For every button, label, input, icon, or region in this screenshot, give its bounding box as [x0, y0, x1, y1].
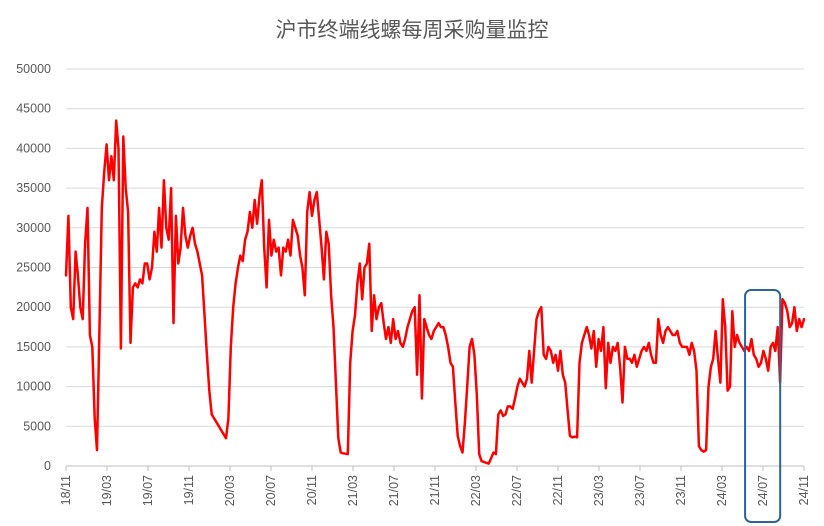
x-tick-label: 23/03 — [592, 475, 606, 506]
x-tick-label: 23/07 — [633, 475, 647, 506]
x-tick-label: 22/07 — [510, 475, 524, 506]
highlight-layer — [744, 289, 782, 523]
y-tick-label: 50000 — [16, 62, 51, 76]
series-layer — [64, 119, 806, 465]
y-tick-label: 30000 — [16, 221, 51, 235]
y-tick-label: 0 — [44, 459, 51, 473]
x-tick-label: 19/07 — [141, 475, 155, 506]
x-tick-label: 24/07 — [756, 475, 770, 506]
x-tick-label: 21/07 — [387, 475, 401, 506]
x-tick-label: 19/11 — [182, 475, 196, 505]
x-tick-label: 22/03 — [469, 475, 483, 506]
x-tick-label: 22/11 — [551, 475, 565, 505]
y-tick-label: 35000 — [16, 181, 51, 195]
x-axis-ticks: 18/11 19/03 19/07 19/11 20/03 20/07 20/11 21/03… — [59, 466, 811, 506]
x-tick-label: 23/11 — [674, 475, 688, 505]
chart-title: 沪市终端线螺每周采购量监控 — [275, 18, 549, 42]
gridlines — [66, 68, 804, 427]
x-tick-label: 24/11 — [797, 475, 811, 505]
y-tick-label: 25000 — [16, 261, 51, 275]
y-axis-ticks: 0 5000 10000 15000 20000 25000 30000 35000 40000… — [16, 62, 51, 473]
x-tick-label: 21/11 — [428, 475, 442, 505]
x-tick-label: 18/11 — [59, 475, 73, 505]
y-tick-label: 10000 — [16, 380, 51, 394]
x-tick-label: 21/03 — [346, 475, 360, 506]
x-tick-label: 20/03 — [223, 475, 237, 506]
y-tick-label: 15000 — [16, 340, 51, 354]
y-tick-label: 20000 — [16, 300, 51, 314]
highlight-box — [744, 289, 782, 523]
y-tick-label: 40000 — [16, 141, 51, 155]
y-tick-label: 5000 — [23, 419, 51, 433]
y-tick-label: 45000 — [16, 102, 51, 116]
x-tick-label: 20/07 — [264, 475, 278, 506]
x-tick-label: 19/03 — [100, 475, 114, 506]
x-tick-label: 24/03 — [715, 475, 729, 506]
series-line — [64, 119, 806, 465]
x-tick-label: 20/11 — [305, 475, 319, 505]
